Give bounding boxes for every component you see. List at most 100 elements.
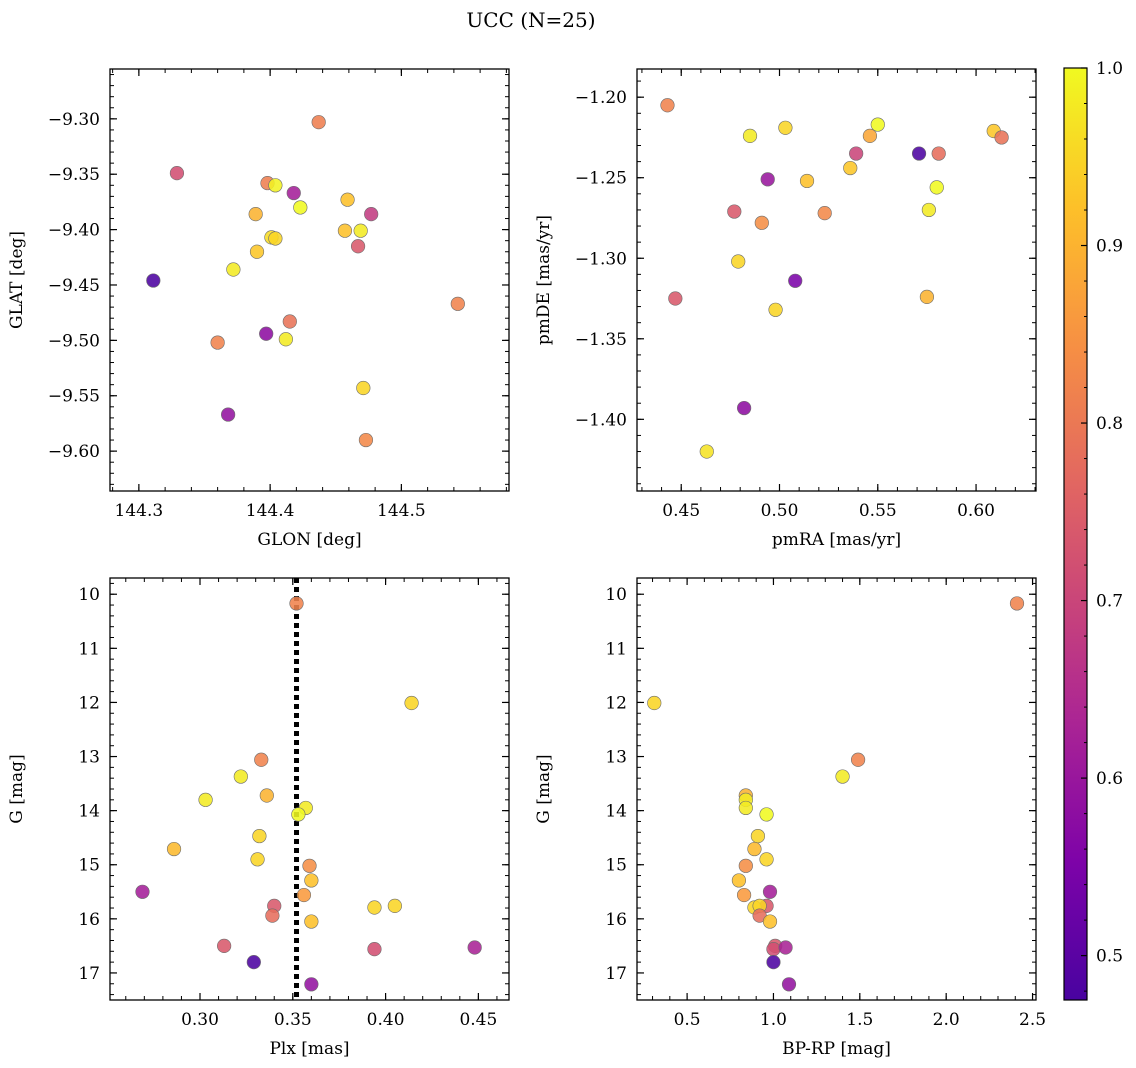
- y-tick-label: 13: [78, 748, 100, 768]
- scatter-point: [778, 940, 793, 955]
- scatter-point: [788, 273, 803, 288]
- y-tick-label: 10: [78, 585, 100, 605]
- x-tick-label: 0.30: [181, 1010, 219, 1030]
- scatter-point: [296, 887, 312, 903]
- scatter-point: [862, 128, 878, 143]
- scatter-point: [249, 244, 265, 259]
- scatter-point: [169, 166, 185, 181]
- scatter-point: [356, 380, 371, 396]
- scatter-point: [921, 202, 936, 218]
- x-tick-label: 2.5: [1019, 1010, 1046, 1030]
- scatter-point: [762, 884, 778, 899]
- scatter-point: [931, 146, 946, 161]
- scatter-point: [350, 239, 366, 254]
- y-tick-label: −1.25: [575, 169, 627, 189]
- scatter-point: [747, 841, 762, 857]
- x-tick-label: 0.45: [459, 1010, 497, 1030]
- x-axis-label: BP-RP [mag]: [782, 1039, 891, 1059]
- scatter-point: [246, 955, 261, 970]
- scatter-point: [731, 254, 746, 269]
- scatter-point: [259, 788, 274, 803]
- scatter-point: [286, 185, 301, 201]
- y-tick-label: 15: [605, 856, 627, 876]
- scatter-point: [760, 172, 775, 187]
- y-axis-label: GLAT [deg]: [7, 231, 27, 329]
- scatter-point: [254, 752, 269, 767]
- scatter-point: [282, 314, 297, 329]
- scatter-point: [668, 291, 683, 306]
- colorbar-tick-label: 0.7: [1096, 592, 1123, 612]
- scatter-point: [870, 117, 885, 132]
- scatter-point: [647, 695, 662, 711]
- scatter-point: [759, 807, 774, 822]
- scatter-point: [210, 335, 225, 350]
- scatter-point: [850, 752, 866, 767]
- axes-frame: [636, 68, 1037, 492]
- x-tick-label: 0.40: [367, 1010, 405, 1030]
- scatter-point: [293, 200, 308, 215]
- y-tick-label: 10: [605, 585, 627, 605]
- scatter-point: [221, 407, 236, 422]
- scatter-point: [265, 908, 280, 923]
- scatter-point: [738, 858, 753, 873]
- scatter-point: [337, 223, 353, 238]
- scatter-point: [226, 262, 241, 277]
- x-tick-label: 0.45: [662, 501, 700, 521]
- axes-frame: [109, 577, 510, 1001]
- colorbar-tick-label: 0.8: [1096, 414, 1123, 434]
- scatter-point: [849, 146, 864, 161]
- scatter-point: [217, 938, 232, 953]
- scatter-point: [259, 326, 274, 341]
- y-tick-label: 14: [78, 802, 100, 822]
- scatter-point: [911, 146, 927, 161]
- scatter-point: [289, 596, 304, 611]
- scatter-point: [364, 206, 379, 222]
- x-tick-label: 144.4: [246, 501, 295, 521]
- y-axis-label: G [mag]: [7, 754, 27, 823]
- y-tick-label: −9.30: [48, 110, 100, 130]
- scatter-point: [994, 130, 1009, 145]
- scatter-point: [467, 940, 482, 955]
- scatter-point: [146, 273, 161, 288]
- scatter-point: [340, 192, 355, 207]
- y-tick-label: −1.30: [575, 249, 627, 269]
- scatter-point: [367, 942, 382, 957]
- x-tick-label: 1.0: [760, 1010, 787, 1030]
- colorbar-tick-label: 0.5: [1096, 947, 1123, 967]
- y-tick-label: −9.35: [48, 165, 100, 185]
- scatter-point: [358, 432, 374, 448]
- scatter-point: [843, 160, 858, 176]
- colorbar: 0.5 0.6 0.7 0.8 0.9 1.0: [1063, 59, 1123, 1001]
- scatter-point: [737, 400, 752, 416]
- y-tick-label: 11: [605, 639, 627, 659]
- figure-title: UCC (N=25): [466, 8, 595, 32]
- scatter-point: [268, 178, 283, 193]
- scatter-point: [387, 898, 402, 913]
- y-tick-label: −1.20: [575, 88, 627, 108]
- scatter-point: [304, 914, 319, 929]
- y-axis-label: pmDE [mas/yr]: [534, 215, 554, 345]
- y-tick-label: −9.55: [48, 387, 100, 407]
- colorbar-tick-label: 1.0: [1096, 59, 1123, 79]
- scatter-point: [233, 769, 248, 784]
- scatter-point: [268, 231, 283, 246]
- colorbar-tick-label: 0.9: [1096, 237, 1123, 257]
- x-axis-label: Plx [mas]: [269, 1039, 349, 1059]
- scatter-point: [742, 128, 758, 143]
- x-tick-label: 144.3: [115, 501, 164, 521]
- scatter-point: [311, 115, 326, 130]
- x-tick-label: 2.0: [933, 1010, 960, 1030]
- x-tick-label: 0.60: [957, 501, 995, 521]
- scatter-point: [291, 807, 306, 822]
- scatter-point: [778, 120, 793, 135]
- scatter-point: [835, 769, 850, 784]
- y-tick-label: 11: [78, 639, 100, 659]
- scatter-point: [731, 873, 747, 888]
- scatter-point: [252, 828, 267, 844]
- scatter-point: [304, 977, 319, 992]
- x-tick-label: 0.50: [761, 501, 799, 521]
- scatter-point: [738, 800, 753, 816]
- scatter-point: [727, 204, 742, 219]
- y-tick-label: −9.60: [48, 442, 100, 462]
- y-tick-label: 13: [605, 748, 627, 768]
